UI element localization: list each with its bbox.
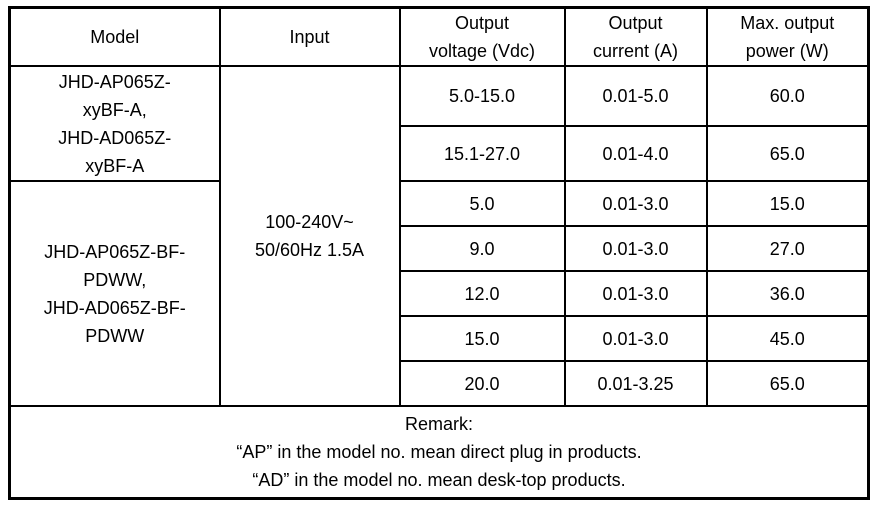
table-row: 9.0 0.01-3.0 27.0 [10, 225, 870, 272]
model-line: JHD-AP065Z- [58, 71, 171, 92]
cell-output-voltage: 20.0 [398, 360, 566, 407]
header-output-current: Output current (A) [563, 6, 708, 67]
header-model-label: Model [90, 27, 140, 47]
cell-output-current: 0.01-3.25 [563, 360, 708, 407]
model-line: JHD-AP065Z-BF- [44, 241, 186, 262]
remark-cell: Remark: “AP” in the model no. mean direc… [8, 405, 870, 499]
header-output-voltage: Output voltage (Vdc) [398, 6, 566, 67]
remark-line-ad: “AD” in the model no. mean desk-top prod… [252, 469, 626, 490]
cell-max-power: 27.0 [705, 225, 870, 272]
power-spec-table: Model Input Output voltage (Vdc) Output … [8, 6, 870, 500]
cell-max-power: 45.0 [705, 315, 870, 362]
header-input-label: Input [289, 27, 330, 47]
header-model: Model [8, 6, 221, 67]
remark-title: Remark: [404, 413, 473, 434]
header-max-power-line1: Max. output [740, 13, 835, 33]
header-max-power: Max. output power (W) [705, 6, 870, 67]
model-line: PDWW, [83, 269, 147, 290]
cell-max-power: 65.0 [705, 360, 870, 407]
header-output-current-line1: Output [608, 13, 663, 33]
cell-output-current: 0.01-3.0 [563, 225, 708, 272]
cell-max-power: 60.0 [705, 65, 870, 127]
cell-output-voltage: 9.0 [398, 225, 566, 272]
input-cell: 100-240V~ 50/60Hz 1.5A [218, 65, 401, 407]
table-row: JHD-AP065Z- xyBF-A, JHD-AD065Z- xyBF-A 1… [8, 65, 870, 407]
cell-output-voltage: 12.0 [398, 270, 566, 317]
cell-output-current: 0.01-4.0 [563, 125, 708, 182]
input-line: 50/60Hz 1.5A [254, 240, 365, 260]
cell-max-power: 36.0 [705, 270, 870, 317]
header-output-voltage-line2: voltage (Vdc) [428, 41, 536, 61]
cell-output-voltage: 15.1-27.0 [398, 125, 566, 182]
table-row: JHD-AP065Z-BF- PDWW, JHD-AD065Z-BF- PDWW… [8, 180, 870, 407]
cell-output-voltage: 15.0 [398, 315, 566, 362]
cell-output-voltage: 5.0 [398, 180, 566, 227]
input-line: 100-240V~ [265, 212, 354, 232]
table-row: 20.0 0.01-3.25 65.0 [10, 360, 870, 407]
table-row: 15.1-27.0 0.01-4.0 65.0 [10, 125, 870, 182]
header-output-voltage-line1: Output [454, 13, 510, 33]
cell-output-current: 0.01-5.0 [563, 65, 708, 127]
cell-output-current: 0.01-3.0 [563, 270, 708, 317]
model-group-xybf: JHD-AP065Z- xyBF-A, JHD-AD065Z- xyBF-A [8, 65, 221, 182]
cell-output-voltage: 5.0-15.0 [398, 65, 566, 127]
cell-max-power: 15.0 [705, 180, 870, 227]
header-max-power-line2: power (W) [745, 41, 829, 61]
header-output-current-line2: current (A) [592, 41, 679, 61]
cell-output-current: 0.01-3.0 [563, 315, 708, 362]
model-line: xyBF-A, [82, 99, 147, 120]
header-row: Model Input Output voltage (Vdc) Output … [8, 6, 870, 67]
model-line: JHD-AD065Z-BF- [43, 297, 186, 318]
model-line: xyBF-A [85, 155, 145, 176]
header-input: Input [218, 6, 401, 67]
cell-max-power: 65.0 [705, 125, 870, 182]
remark-row: Remark: “AP” in the model no. mean direc… [8, 405, 870, 499]
cell-output-current: 0.01-3.0 [563, 180, 708, 227]
model-line: JHD-AD065Z- [58, 127, 172, 148]
model-line: PDWW [85, 325, 145, 346]
table-row: 12.0 0.01-3.0 36.0 [10, 270, 870, 317]
remark-line-ap: “AP” in the model no. mean direct plug i… [236, 441, 642, 462]
model-group-pdww: JHD-AP065Z-BF- PDWW, JHD-AD065Z-BF- PDWW [8, 180, 221, 407]
table-row: 15.0 0.01-3.0 45.0 [10, 315, 870, 362]
